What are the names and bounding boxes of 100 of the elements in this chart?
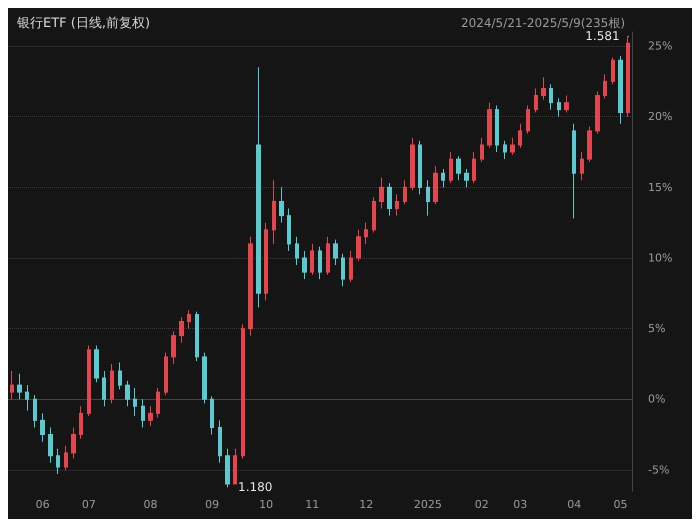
candlestick xyxy=(187,310,191,330)
candlestick xyxy=(487,102,492,148)
candlestick xyxy=(56,448,60,475)
candlestick xyxy=(40,412,45,442)
candlestick xyxy=(94,345,99,383)
candlestick xyxy=(572,123,576,219)
candlestick xyxy=(118,362,122,390)
candlestick xyxy=(102,370,106,407)
candlestick xyxy=(472,152,476,184)
candlestick xyxy=(248,236,253,336)
candlestick xyxy=(225,448,230,488)
candlestick xyxy=(125,380,130,407)
x-tick-label: 07 xyxy=(82,498,96,511)
candlestick xyxy=(595,90,600,134)
candlestick xyxy=(618,56,623,124)
candlestick xyxy=(302,250,307,280)
candlestick xyxy=(379,176,384,210)
y-tick-label: 15% xyxy=(648,180,672,194)
candlestick xyxy=(87,345,91,417)
x-tick-label: 2025 xyxy=(414,498,442,511)
candlestick xyxy=(503,140,507,160)
candlestick xyxy=(395,194,399,216)
x-tick-label: 12 xyxy=(359,498,374,511)
x-tick-label: 11 xyxy=(305,498,320,511)
x-tick-label: 02 xyxy=(474,498,489,511)
candlestick xyxy=(518,123,522,148)
y-tick-label: 25% xyxy=(648,40,672,53)
candlestick xyxy=(333,239,338,266)
candlestick xyxy=(310,243,314,276)
candlestick xyxy=(179,316,184,344)
candlestick xyxy=(456,156,461,181)
candlestick xyxy=(64,445,68,470)
candlestick xyxy=(480,137,484,162)
candlestick xyxy=(141,398,145,428)
candlestick xyxy=(256,66,261,308)
candlestick xyxy=(564,95,569,113)
candlestick xyxy=(272,180,276,244)
candlestick xyxy=(557,98,561,118)
candlestick xyxy=(287,208,291,252)
candlestick xyxy=(17,373,22,400)
x-tick-label: 06 xyxy=(36,498,50,511)
candlestick xyxy=(433,166,438,205)
candlestick xyxy=(426,180,430,216)
candlestick xyxy=(48,426,53,464)
x-tick-label: 04 xyxy=(567,498,582,511)
candlestick xyxy=(218,420,222,464)
candlestick xyxy=(202,352,207,404)
y-tick-label: 0% xyxy=(648,392,666,406)
candlestick xyxy=(156,387,160,418)
y-tick-label: 20% xyxy=(648,110,672,124)
candlestick xyxy=(356,229,361,262)
candlestick xyxy=(195,311,199,362)
candlestick xyxy=(79,406,83,440)
candlestick xyxy=(587,126,592,162)
candlestick xyxy=(71,426,76,460)
candlestick xyxy=(171,330,176,364)
x-tick-label: 05 xyxy=(613,498,628,511)
candlestick xyxy=(264,222,268,301)
candlestick xyxy=(449,152,453,184)
candlestick xyxy=(133,387,137,417)
candlestick xyxy=(210,396,214,436)
candlestick xyxy=(326,236,330,276)
candlestick xyxy=(387,182,392,216)
candlestick xyxy=(110,363,114,404)
candlestick xyxy=(25,384,29,411)
x-tick-label: 03 xyxy=(513,498,528,511)
candlestick xyxy=(464,168,469,188)
y-tick-label: 5% xyxy=(648,322,666,336)
candlestick xyxy=(364,222,368,244)
candlestick xyxy=(626,36,630,118)
chart-title: 银行ETF (日线,前复权) xyxy=(16,16,150,31)
x-tick-label: 08 xyxy=(144,498,158,511)
y-tick-label: 10% xyxy=(648,251,672,264)
candlestick xyxy=(10,370,14,400)
candlestick xyxy=(372,196,376,234)
candlestick xyxy=(241,324,245,460)
candlestick xyxy=(295,236,299,266)
candlestick xyxy=(279,186,284,224)
candlestick xyxy=(549,84,553,110)
candlestick xyxy=(410,137,415,191)
candlestick xyxy=(526,104,530,134)
candlestick xyxy=(164,352,168,396)
candlestick xyxy=(541,76,546,100)
candlestick xyxy=(534,88,538,113)
candlestick xyxy=(349,250,353,282)
candlestick xyxy=(233,448,237,484)
candlestick xyxy=(611,56,615,85)
candlestick xyxy=(510,137,515,156)
candlestick xyxy=(33,394,37,428)
chart-subtitle: 2024/5/21-2025/5/9(235根) xyxy=(460,16,626,30)
annotation: 1.581 xyxy=(585,29,620,44)
candlestick xyxy=(495,104,499,153)
candlestick xyxy=(318,246,322,280)
y-tick-label: -5% xyxy=(648,463,670,476)
candlestick xyxy=(403,180,407,205)
candlestick xyxy=(441,168,445,188)
candlestick xyxy=(580,152,584,181)
candlestick xyxy=(148,406,153,427)
x-tick-label: 10 xyxy=(259,498,274,511)
candlestick xyxy=(341,253,345,287)
